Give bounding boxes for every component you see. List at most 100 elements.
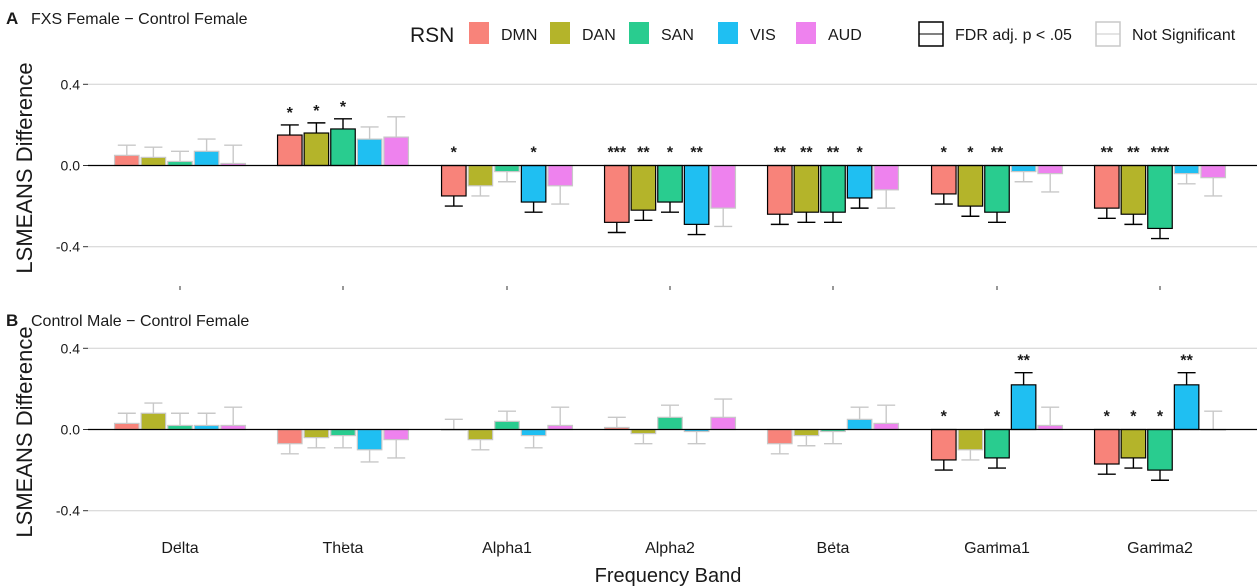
bar-a-vis-alpha2 xyxy=(683,164,710,225)
legend-outline-label-not-significant: Not Significant xyxy=(1132,27,1236,44)
bar-a-dan-gamma2 xyxy=(1120,164,1147,215)
significance-label-a-san-5: ** xyxy=(991,145,1004,162)
legend-label-dan: DAN xyxy=(582,27,616,44)
legend-swatch-dmn xyxy=(469,22,489,44)
significance-label-b-dmn-5: * xyxy=(941,409,948,426)
bar-b-san-gamma1 xyxy=(984,428,1010,459)
significance-label-a-dan-5: * xyxy=(967,145,974,162)
bar-b-dmn-delta xyxy=(113,422,140,431)
significance-label-a-dmn-2: * xyxy=(451,145,458,162)
significance-label-b-san-5: * xyxy=(994,409,1001,426)
legend-swatch-aud xyxy=(796,22,816,44)
bar-a-dan-alpha1 xyxy=(467,164,494,187)
bar-b-vis-gamma1 xyxy=(1010,384,1037,431)
bar-b-dmn-gamma2 xyxy=(1093,428,1120,465)
significance-label-b-dan-6: * xyxy=(1130,409,1137,426)
bar-b-dmn-beta xyxy=(766,428,793,445)
bar-b-san-alpha1 xyxy=(494,420,520,431)
bar-a-san-beta xyxy=(820,164,846,213)
x-axis-label: Frequency Band xyxy=(595,565,742,587)
significance-label-a-dmn-6: ** xyxy=(1101,145,1114,162)
x-tick-label-delta: Delta xyxy=(161,540,198,557)
bar-b-vis-alpha1 xyxy=(520,428,547,437)
y-tick-label-b-0: 0.4 xyxy=(61,340,81,356)
significance-label-b-san-6: * xyxy=(1157,409,1164,426)
panel-a-letter: A xyxy=(6,9,18,28)
y-tick-label-a-1: 0.0 xyxy=(61,158,81,174)
bar-a-san-alpha2 xyxy=(657,164,683,203)
bar-b-vis-theta xyxy=(356,428,383,451)
legend-label-san: SAN xyxy=(661,27,694,44)
significance-label-a-san-4: ** xyxy=(827,145,840,162)
bar-b-dan-gamma2 xyxy=(1120,428,1147,459)
significance-label-a-san-6: *** xyxy=(1151,145,1170,162)
x-tick-label-theta: Theta xyxy=(323,540,364,557)
bar-a-dan-theta xyxy=(303,132,330,167)
legend: RSN DMN DAN SAN VIS AUD FDR adj. p < .05 Not S… xyxy=(410,21,1236,47)
y-tick-label-b-2: -0.4 xyxy=(56,503,80,519)
significance-label-a-dan-1: * xyxy=(313,103,320,120)
bar-a-aud-gamma2 xyxy=(1200,164,1227,179)
bar-a-aud-gamma1 xyxy=(1037,164,1064,175)
panel-a-y-axis-label: LSMEANS Difference xyxy=(12,62,37,273)
bar-a-dmn-alpha1 xyxy=(440,164,467,197)
bar-a-dmn-gamma2 xyxy=(1093,164,1120,209)
bar-a-aud-alpha1 xyxy=(547,164,574,187)
bar-b-dan-beta xyxy=(793,428,820,437)
bar-a-vis-theta xyxy=(356,138,383,167)
bar-a-san-theta xyxy=(330,128,356,167)
bar-a-aud-theta xyxy=(383,136,410,167)
legend-swatch-san xyxy=(629,22,649,44)
bar-a-dan-alpha2 xyxy=(630,164,657,211)
y-tick-label-a-0: 0.4 xyxy=(61,76,81,92)
significance-label-b-vis-5: ** xyxy=(1017,353,1030,370)
bar-a-dan-beta xyxy=(793,164,820,213)
bar-b-san-theta xyxy=(330,428,356,437)
significance-label-a-san-3: * xyxy=(667,145,674,162)
significance-label-a-san-1: * xyxy=(340,99,347,116)
significance-label-b-dmn-6: * xyxy=(1104,409,1111,426)
legend-outline-label-significant: FDR adj. p < .05 xyxy=(955,27,1072,44)
bar-a-dan-gamma1 xyxy=(957,164,984,207)
bar-b-vis-beta xyxy=(846,418,873,431)
legend-title: RSN xyxy=(410,24,454,47)
legend-label-aud: AUD xyxy=(828,27,862,44)
bar-a-san-gamma1 xyxy=(984,164,1010,213)
bar-a-dmn-gamma1 xyxy=(930,164,957,195)
significance-label-a-vis-4: * xyxy=(856,145,863,162)
panel-b-letter: B xyxy=(6,311,18,330)
x-tick-label-beta: Beta xyxy=(817,540,850,557)
bar-a-vis-beta xyxy=(846,164,873,199)
y-tick-label-a-2: -0.4 xyxy=(56,239,80,255)
significance-label-a-dmn-4: ** xyxy=(774,145,787,162)
bar-b-dan-alpha1 xyxy=(467,428,494,441)
bar-a-aud-alpha2 xyxy=(710,164,737,209)
legend-swatch-vis xyxy=(718,22,738,44)
bar-b-vis-gamma2 xyxy=(1173,384,1200,431)
significance-label-a-dmn-5: * xyxy=(941,145,948,162)
bar-a-dan-delta xyxy=(140,156,167,167)
bar-a-dmn-alpha2 xyxy=(603,164,630,223)
significance-label-a-vis-2: * xyxy=(530,145,537,162)
significance-label-a-vis-3: ** xyxy=(690,145,703,162)
significance-label-a-dan-6: ** xyxy=(1127,145,1140,162)
bar-a-dmn-delta xyxy=(113,154,140,167)
significance-label-a-dan-3: ** xyxy=(637,145,650,162)
bar-a-dmn-beta xyxy=(766,164,793,215)
bar-b-dan-theta xyxy=(303,428,330,439)
bar-b-aud-alpha2 xyxy=(710,416,737,431)
x-tick-label-alpha1: Alpha1 xyxy=(482,540,532,557)
y-tick-label-b-1: 0.0 xyxy=(61,422,81,438)
bar-b-san-alpha2 xyxy=(657,416,683,431)
bar-b-dan-delta xyxy=(140,412,167,431)
bar-b-dan-gamma1 xyxy=(957,428,984,451)
significance-label-a-dmn-3: *** xyxy=(607,145,626,162)
bar-a-vis-gamma1 xyxy=(1010,164,1037,173)
x-tick-label-gamma2: Gamma2 xyxy=(1127,540,1193,557)
panel-b-title: Control Male − Control Female xyxy=(31,313,249,330)
significance-label-b-vis-6: ** xyxy=(1180,353,1193,370)
bar-a-san-alpha1 xyxy=(494,164,520,173)
bar-a-vis-delta xyxy=(193,150,220,167)
bar-a-vis-alpha1 xyxy=(520,164,547,203)
significance-label-a-dmn-1: * xyxy=(287,105,294,122)
